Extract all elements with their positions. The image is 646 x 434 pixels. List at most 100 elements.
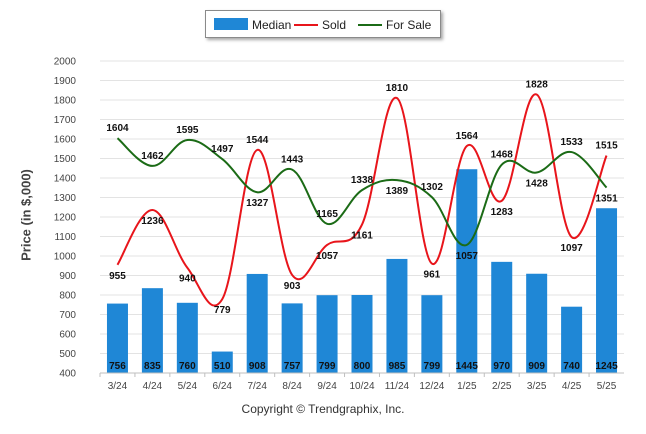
median-bar	[491, 261, 513, 373]
sold-value-label: 1564	[456, 131, 479, 142]
trend-lines	[116, 93, 608, 307]
y-tick-label: 1500	[54, 154, 77, 165]
axes: 400 500 600 700 800 900 1000 1100 1200 1300 1400 15…	[54, 57, 624, 392]
y-tick-label: 600	[59, 330, 76, 341]
for-sale-value-label: 1462	[141, 151, 164, 162]
x-tick-label: 4/25	[562, 381, 582, 392]
sold-value-label: 1236	[141, 216, 164, 227]
for-sale-value-label: 1165	[316, 209, 338, 220]
median-value-label: 909	[528, 361, 545, 372]
median-value-label: 800	[354, 361, 371, 372]
median-bar	[456, 169, 478, 373]
median-bar	[176, 302, 198, 373]
median-value-label: 799	[319, 361, 336, 372]
y-tick-label: 700	[59, 310, 76, 321]
median-value-label: 510	[214, 361, 231, 372]
median-bar	[526, 273, 548, 373]
sold-value-label: 1515	[595, 141, 618, 152]
legend: Median Sold For Sale	[205, 10, 441, 38]
x-tick-label: 9/24	[317, 381, 337, 392]
for-sale-value-label: 1302	[421, 182, 444, 193]
x-tick-label: 12/24	[419, 381, 444, 392]
sold-line	[116, 93, 608, 307]
sold-value-label: 1283	[491, 207, 514, 218]
for-sale-value-label: 1057	[456, 251, 479, 262]
y-tick-label: 1200	[54, 213, 77, 224]
for-sale-value-label: 1468	[491, 150, 514, 161]
median-value-label: 760	[179, 361, 196, 372]
median-value-label: 1445	[456, 361, 479, 372]
y-tick-label: 500	[59, 349, 76, 360]
sold-value-label: 1097	[560, 243, 583, 254]
y-tick-label: 2000	[54, 57, 77, 68]
gridlines	[100, 60, 624, 374]
median-value-label: 756	[109, 361, 126, 372]
for-sale-value-label: 1533	[560, 137, 583, 148]
sold-value-label: 1161	[351, 231, 373, 242]
legend-label-for-sale: For Sale	[386, 18, 432, 32]
for-sale-value-label: 1604	[106, 123, 129, 134]
x-tick-label: 3/24	[108, 381, 128, 392]
x-tick-label: 10/24	[349, 381, 374, 392]
x-tick-label: 6/24	[213, 381, 233, 392]
for-sale-value-label: 1428	[526, 179, 549, 190]
median-bars	[106, 169, 618, 373]
y-tick-label: 1800	[54, 96, 77, 107]
median-value-label: 1245	[595, 361, 618, 372]
x-tick-label: 5/25	[597, 381, 617, 392]
legend-label-sold: Sold	[322, 18, 347, 32]
legend-swatch-sold	[294, 23, 318, 26]
median-value-label: 740	[563, 361, 580, 372]
sold-value-label: 961	[424, 270, 441, 281]
sold-value-label: 955	[109, 271, 126, 282]
median-bar	[281, 303, 303, 373]
median-bar	[316, 295, 338, 373]
median-value-label: 757	[284, 361, 301, 372]
median-value-label: 970	[493, 361, 510, 372]
median-bar	[141, 288, 163, 373]
sold-value-label: 779	[214, 305, 231, 316]
median-value-label: 908	[249, 361, 266, 372]
sold-value-label: 940	[179, 274, 196, 285]
x-tick-label: 11/24	[385, 381, 410, 392]
median-value-label: 985	[389, 361, 406, 372]
y-axis-title: Price (in $,000)	[18, 169, 34, 261]
y-tick-label: 1700	[54, 115, 77, 126]
x-tick-label: 7/24	[247, 381, 267, 392]
sold-value-label: 1057	[316, 251, 339, 262]
legend-item-for-sale[interactable]: For Sale	[358, 18, 431, 32]
y-tick-label: 1900	[54, 76, 77, 87]
y-tick-label: 1000	[54, 252, 77, 263]
median-bar	[561, 306, 583, 373]
legend-swatch-for-sale	[358, 23, 382, 26]
x-tick-label: 5/24	[178, 381, 198, 392]
x-tick-label: 4/24	[143, 381, 163, 392]
y-tick-label: 400	[59, 369, 76, 380]
y-tick-label: 1600	[54, 135, 77, 146]
legend-item-sold[interactable]: Sold	[294, 18, 346, 32]
for-sale-value-label: 1389	[386, 186, 409, 197]
sold-value-label: 903	[284, 281, 301, 292]
copyright-text: Copyright © Trendgraphix, Inc.	[241, 402, 405, 416]
for-sale-value-label: 1595	[176, 125, 199, 136]
sold-value-label: 1828	[526, 80, 549, 91]
median-bar	[386, 258, 408, 373]
median-value-label: 835	[144, 361, 161, 372]
y-tick-label: 1400	[54, 174, 77, 185]
sold-value-label: 1810	[386, 83, 409, 94]
median-value-label: 799	[424, 361, 441, 372]
for-sale-value-label: 1327	[246, 198, 269, 209]
median-bar	[421, 295, 443, 373]
legend-label-median: Median	[252, 18, 292, 32]
y-tick-label: 1300	[54, 193, 77, 204]
y-tick-label: 1100	[54, 232, 76, 243]
legend-swatch-median	[214, 18, 248, 30]
for-sale-value-label: 1443	[281, 155, 304, 166]
for-sale-value-label: 1497	[211, 144, 234, 155]
data-labels: 756 835 760 510 908 757 799 800 985 799 1445 970 909…	[106, 80, 618, 372]
y-tick-label: 900	[59, 271, 76, 282]
y-tick-label: 800	[59, 291, 76, 302]
legend-item-median[interactable]: Median	[214, 18, 291, 32]
x-tick-label: 1/25	[457, 381, 477, 392]
